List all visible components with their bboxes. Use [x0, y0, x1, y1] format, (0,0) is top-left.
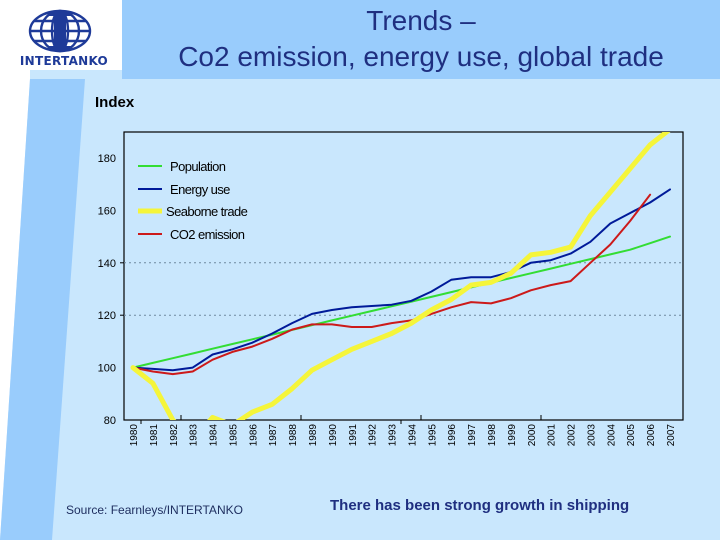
legend-label-population: Population — [170, 159, 226, 174]
x-tick-label: 1981 — [149, 424, 160, 447]
x-tick-label: 2005 — [626, 424, 637, 447]
x-tick-label: 1994 — [407, 424, 418, 447]
logo-text: INTERTANKO — [19, 54, 109, 68]
globe-icon — [28, 9, 92, 53]
x-tick-label: 1986 — [248, 424, 259, 447]
title-line-1: Trends – — [366, 5, 476, 36]
legend-label-seaborne-trade: Seaborne trade — [166, 204, 248, 219]
x-tick-label: 1995 — [427, 424, 438, 447]
y-tick-label: 140 — [98, 258, 116, 270]
x-tick-label: 2002 — [567, 424, 578, 447]
x-tick-label: 2006 — [646, 424, 657, 447]
source-note: Source: Fearnleys/INTERTANKO — [66, 503, 243, 517]
series-lines — [130, 132, 671, 420]
legend-label-energy-use: Energy use — [170, 182, 230, 197]
x-tick-label: 2003 — [586, 424, 597, 447]
x-tick-label: 1988 — [288, 424, 299, 447]
y-tick-label: 180 — [98, 153, 116, 165]
x-tick-label: 1984 — [209, 424, 220, 447]
x-tick-label: 1989 — [308, 424, 319, 447]
y-tick-label: 80 — [104, 415, 116, 427]
x-axis-ticks: 1980 1981 1982 1983 1984 1985 1986 1987 1988 1989… — [129, 415, 677, 446]
title-band — [122, 0, 720, 79]
y-tick-label: 120 — [98, 310, 116, 322]
x-tick-label: 1993 — [388, 424, 399, 447]
x-tick-label: 2004 — [606, 424, 617, 447]
series-line-co2-emission — [132, 193, 652, 376]
series-line-seaborne-trade — [130, 132, 671, 420]
x-tick-label: 1980 — [129, 424, 140, 447]
x-tick-label: 2000 — [527, 424, 538, 447]
plot-area-frame — [123, 131, 684, 421]
x-tick-label: 1983 — [189, 424, 200, 447]
x-tick-label: 1997 — [467, 424, 478, 447]
series-line-energy-use — [132, 188, 671, 372]
x-tick-label: 1992 — [368, 424, 379, 447]
x-tick-label: 1991 — [348, 424, 359, 447]
x-tick-label: 1998 — [487, 424, 498, 447]
y-tick-label: 160 — [98, 205, 116, 217]
y-axis-ticks: 80 100 120 140 160 180 — [98, 153, 124, 427]
x-tick-label: 1990 — [328, 424, 339, 447]
y-tick-label: 100 — [98, 363, 116, 375]
x-tick-label: 1996 — [447, 424, 458, 447]
x-tick-label: 1999 — [507, 424, 518, 447]
slide-caption: There has been strong growth in shipping — [330, 497, 630, 514]
gridlines — [124, 262, 683, 316]
intertanko-logo: INTERTANKO — [4, 6, 122, 68]
x-tick-label: 2001 — [547, 424, 558, 447]
y-axis-label: Index — [95, 94, 135, 111]
title-line-2: Co2 emission, energy use, global trade — [178, 41, 664, 72]
x-tick-label: 2007 — [666, 424, 677, 447]
x-tick-label: 1982 — [169, 424, 180, 447]
legend-label-co2-emission: CO2 emission — [170, 227, 245, 242]
x-tick-label: 1987 — [268, 424, 279, 447]
page-title: Trends – Co2 emission, energy use, globa… — [122, 3, 720, 75]
x-tick-label: 1985 — [228, 424, 239, 447]
legend: Population Energy use Seaborne trade CO2 em… — [138, 159, 248, 242]
series-line-population — [132, 235, 671, 369]
